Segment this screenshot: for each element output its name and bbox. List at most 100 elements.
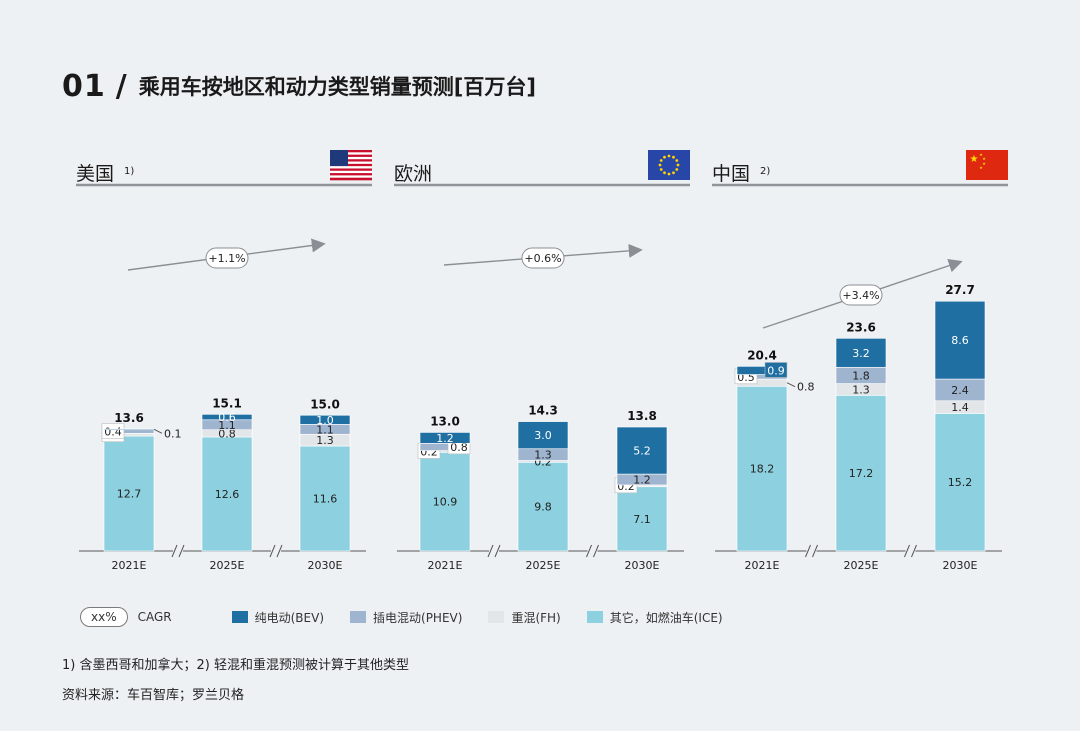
data-label-ice: 18.2 xyxy=(750,463,775,476)
data-label-ice: 10.9 xyxy=(433,496,458,509)
bar-segment-bev xyxy=(201,414,253,421)
data-label-fh: 0.8 xyxy=(797,381,815,394)
axis-break-mark xyxy=(911,544,917,558)
legend-swatch-fh xyxy=(488,611,505,623)
bar-segment-bev xyxy=(517,421,569,450)
axis-break-gap xyxy=(489,545,499,557)
us-flag-canton xyxy=(330,150,348,166)
cn-flag-star: ★ xyxy=(970,154,979,165)
axis-break-gap xyxy=(271,545,281,557)
bar-segment-bev xyxy=(934,300,986,380)
data-label-ice: 17.2 xyxy=(849,467,874,480)
data-label-box xyxy=(764,362,788,378)
legend-item-fh: 重混(FH) xyxy=(488,609,561,626)
legend-item-phev: 插电混动(PHEV) xyxy=(350,609,462,626)
cn-flag-small-star: ★ xyxy=(982,156,986,161)
bar-segment-ice xyxy=(835,395,887,552)
data-label-ice: 7.1 xyxy=(633,513,651,526)
section-number: 01 xyxy=(62,68,106,104)
data-label-ice: 11.6 xyxy=(313,493,338,506)
eu-flag-star xyxy=(675,159,679,162)
data-label-box xyxy=(101,423,125,439)
bar-segment-ice xyxy=(103,435,155,552)
data-label-phev: 0.8 xyxy=(450,441,468,454)
us-flag-stripe xyxy=(330,177,372,181)
x-tick-label: 2021E xyxy=(428,559,463,572)
data-label-bev: 0.9 xyxy=(767,364,785,377)
us-flag-stripe xyxy=(330,150,372,153)
eu-flag-star xyxy=(667,154,671,158)
us-flag-stripe xyxy=(330,163,372,167)
data-label-bev: 1.0 xyxy=(316,414,334,427)
us-flag-stripe xyxy=(330,159,372,162)
cagr-pill xyxy=(839,284,883,306)
data-label-phev: 1.1 xyxy=(316,423,334,436)
legend-label-bev: 纯电动(BEV) xyxy=(254,610,325,625)
axis-break-mark xyxy=(812,544,818,558)
bar-segment-ice xyxy=(517,462,569,552)
data-label-fh: 1.3 xyxy=(316,434,334,447)
bar-segment-bev xyxy=(835,338,887,368)
cagr-pill xyxy=(521,247,565,269)
data-label-phev: 0.4 xyxy=(104,426,122,439)
cagr-value: +1.1% xyxy=(208,252,245,265)
cagr-pill xyxy=(205,247,249,269)
page-title: 01 / 乘用车按地区和动力类型销量预测[百万台] xyxy=(62,66,536,106)
data-label-bev: 8.6 xyxy=(951,334,969,347)
axis-break-mark xyxy=(904,544,910,558)
axis-break-gap xyxy=(806,545,817,557)
title-slash: / xyxy=(115,68,127,104)
data-label-leader xyxy=(786,382,796,388)
x-tick-label: 2021E xyxy=(112,559,147,572)
panel-title: 欧洲 xyxy=(394,163,432,185)
cn-flag-small-star: ★ xyxy=(979,165,983,170)
legend-item-ice: 其它，如燃油车(ICE) xyxy=(586,609,723,626)
data-label-phev: 1.3 xyxy=(534,449,552,462)
footnote: 1) 含墨西哥和加拿大；2) 轻混和重混预测被计算于其他类型 xyxy=(62,658,409,673)
axis-break-mark xyxy=(269,544,276,558)
eu-flag-star xyxy=(667,172,671,176)
eu-flag-star xyxy=(672,155,675,159)
data-label-ice: 12.7 xyxy=(117,488,142,501)
eu-flag-star xyxy=(672,171,675,175)
data-label-fh: 1.3 xyxy=(852,383,870,396)
legend-swatch-phev xyxy=(350,611,367,623)
data-label-bev: 5.2 xyxy=(633,445,651,458)
data-label-fh: 1.4 xyxy=(951,401,969,414)
cagr-value: +3.4% xyxy=(842,289,879,302)
bar-segment-bev xyxy=(103,428,155,431)
data-label-bev: 3.2 xyxy=(852,347,870,360)
data-label-bev: 1.2 xyxy=(436,432,454,445)
cagr-value: +0.6% xyxy=(524,252,561,265)
axis-break-mark xyxy=(494,544,501,558)
axis-break-mark xyxy=(171,544,178,558)
data-label-bev: 0.1 xyxy=(164,427,182,440)
axis-break-gap xyxy=(587,545,598,557)
us-flag-stripe xyxy=(330,168,372,172)
axis-break-mark xyxy=(586,544,592,558)
legend-item-bev: 纯电动(BEV) xyxy=(231,609,325,626)
x-tick-label: 2030E xyxy=(943,559,978,572)
us-flag-stripe xyxy=(330,166,372,169)
eu-flag-star xyxy=(659,159,663,162)
bar-segment-bev xyxy=(299,414,351,425)
panel-title-footnote: 2) xyxy=(760,166,770,177)
eu-flag-star xyxy=(676,163,680,167)
stacked-bar-charts: 美国1)+1.1%12.70.30.40.113.62021E12.60.81.… xyxy=(76,150,1008,572)
legend-label-fh: 重混(FH) xyxy=(511,610,561,625)
x-tick-label: 2025E xyxy=(210,559,245,572)
eu-flag-star xyxy=(663,155,666,159)
bar-segment-bev xyxy=(419,432,471,444)
data-label-leader xyxy=(153,428,163,434)
eu-flag-star xyxy=(659,168,663,171)
bar-total-label: 15.1 xyxy=(212,396,242,410)
eu-flag-star xyxy=(658,163,662,167)
legend-label-ice: 其它，如燃油车(ICE) xyxy=(609,610,723,625)
eu-flag-star xyxy=(675,168,679,171)
x-tick-label: 2030E xyxy=(625,559,660,572)
data-label-phev: 1.1 xyxy=(218,419,236,432)
bar-total-label: 23.6 xyxy=(846,320,876,334)
legend-label-phev: 插电混动(PHEV) xyxy=(373,610,463,625)
bar-total-label: 13.0 xyxy=(430,414,460,428)
x-tick-label: 2025E xyxy=(526,559,561,572)
